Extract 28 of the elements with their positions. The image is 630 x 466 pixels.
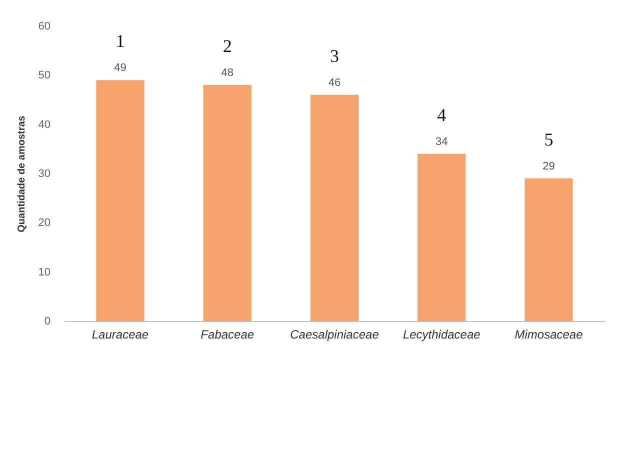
bar: [524, 178, 573, 321]
data-label: 48: [221, 67, 234, 79]
y-tick-label: 20: [38, 217, 50, 230]
x-tick-label: Caesalpiniaceae: [290, 328, 380, 342]
y-axis-title: Quantidade de amostras: [16, 115, 28, 232]
x-tick-label: Fabaceae: [200, 328, 254, 342]
bar: [96, 80, 144, 321]
x-tick-label: Lauraceae: [92, 328, 149, 342]
y-tick-label: 60: [38, 20, 50, 32]
annotation: 3: [330, 46, 339, 66]
data-label: 34: [436, 136, 448, 148]
data-label: 46: [328, 76, 341, 89]
bar: [203, 85, 252, 321]
y-tick-label: 0: [44, 316, 50, 328]
data-label: 49: [114, 62, 126, 74]
x-tick-label: Mimosaceae: [514, 328, 584, 342]
annotation: 4: [437, 104, 446, 125]
y-tick-label: 50: [38, 70, 50, 82]
y-tick-label: 30: [38, 168, 50, 180]
bar: [310, 94, 359, 321]
annotation: 2: [222, 36, 232, 56]
y-tick-label: 40: [38, 118, 50, 131]
bar: [418, 154, 466, 321]
annotation: 5: [544, 129, 554, 150]
x-tick-label: Lecythidaceae: [402, 328, 481, 342]
y-tick-label: 10: [38, 266, 50, 278]
annotation: 1: [116, 31, 125, 52]
data-label: 29: [542, 160, 555, 172]
